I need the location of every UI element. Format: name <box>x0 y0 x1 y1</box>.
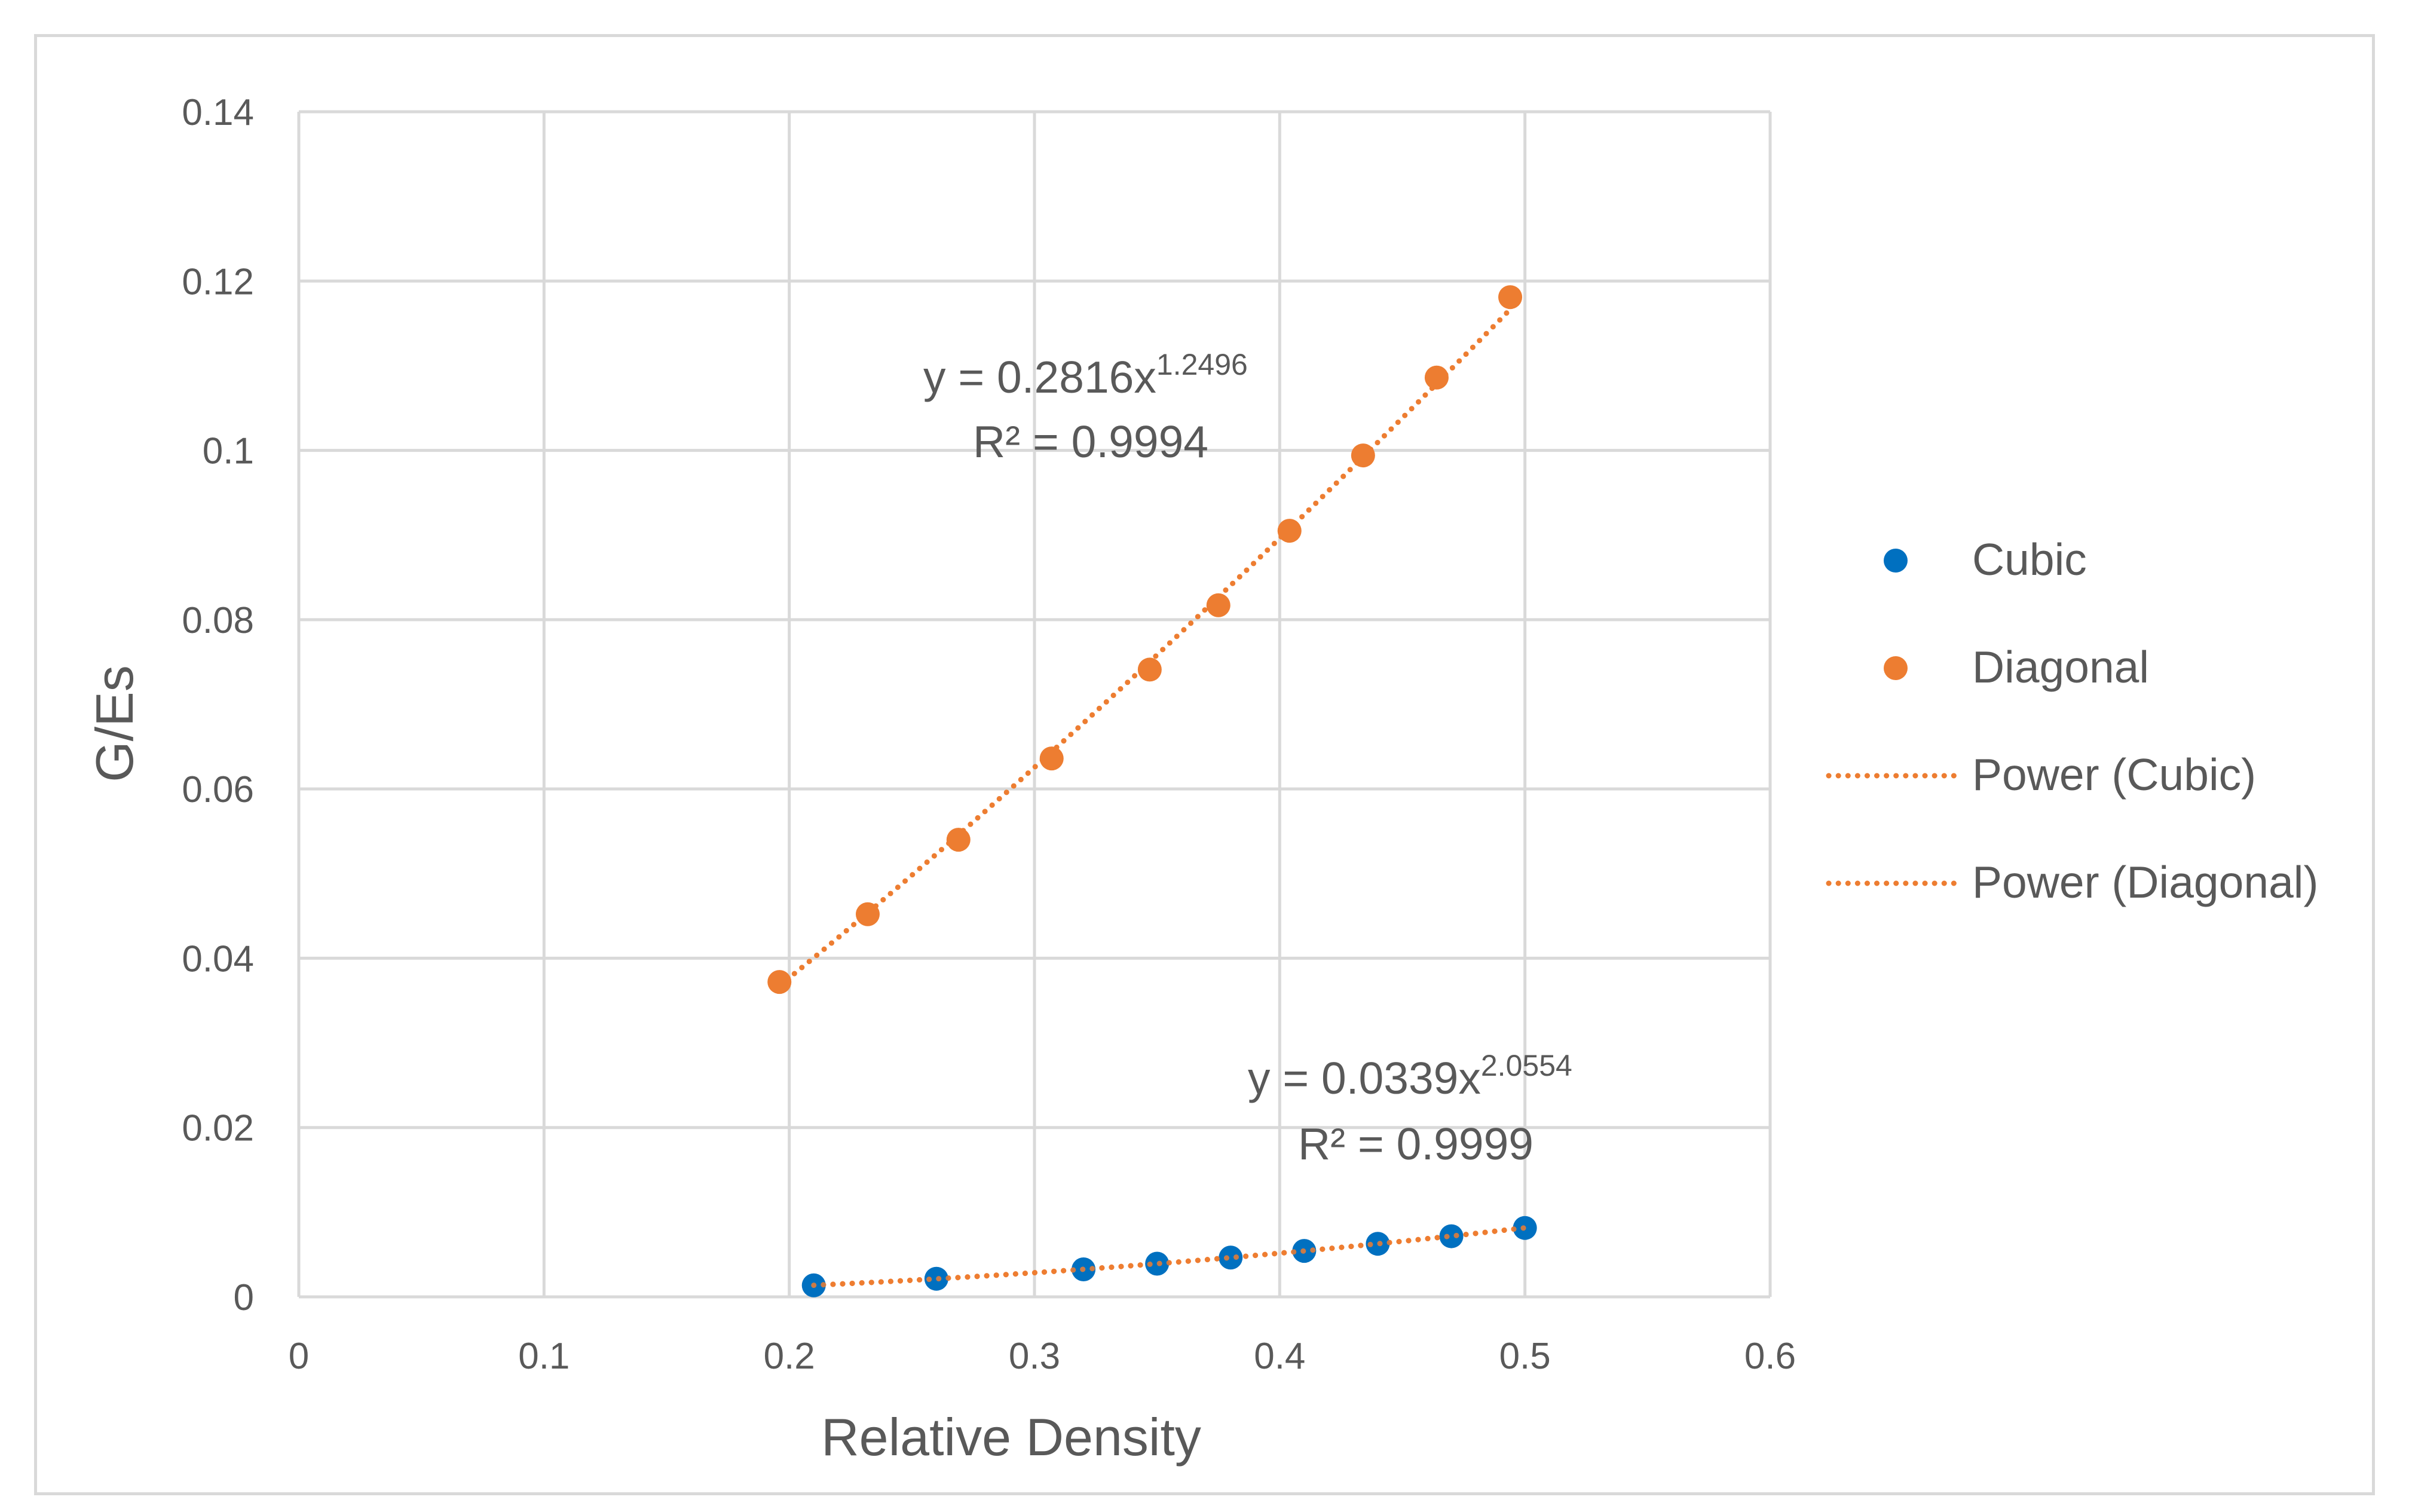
point-diagonal <box>767 970 792 994</box>
point-diagonal <box>1206 593 1230 617</box>
legend-marker-diagonal <box>1884 656 1908 680</box>
point-cubic <box>1439 1224 1464 1248</box>
point-diagonal <box>1351 443 1375 468</box>
x-tick-label: 0 <box>289 1336 309 1377</box>
x-tick-label: 0.5 <box>1499 1336 1551 1377</box>
trendline-power-cubic <box>811 1225 1528 1288</box>
cubic-r-squared: R² = 0.9999 <box>1298 1119 1533 1169</box>
point-diagonal <box>855 902 880 926</box>
legend-marker-cubic <box>1884 549 1908 573</box>
x-tick-label: 0.1 <box>518 1336 570 1377</box>
legend-item-cubic: Cubic <box>1884 534 2087 584</box>
x-tick-label: 0.4 <box>1254 1336 1305 1377</box>
legend: Cubic Diagonal Power (Cubic) Power (Diag… <box>1826 534 2318 907</box>
data-points <box>767 285 1537 1297</box>
y-tick-label: 0.1 <box>203 431 254 472</box>
y-tick-label: 0 <box>234 1277 254 1318</box>
diagonal-r-squared: R² = 0.9994 <box>973 417 1208 467</box>
chart-frame <box>34 34 2375 1495</box>
y-tick-label: 0.04 <box>182 938 254 980</box>
cubic-equation-label: y = 0.0339x2.0554 R² = 0.9999 <box>1248 1049 1572 1169</box>
trendline-power-cubic-overlay <box>811 1225 1528 1288</box>
y-tick-label: 0.14 <box>182 92 254 133</box>
y-tick-label: 0.06 <box>182 769 254 810</box>
tick-labels: 0 0.1 0.2 0.3 0.4 0.5 0.6 0 0.02 0.04 0.06 0.08 0.1 0… <box>182 92 1796 1377</box>
legend-label-diagonal: Diagonal <box>1972 642 2149 692</box>
diagonal-equation-label: y = 0.2816x1.2496 R² = 0.9994 <box>923 348 1248 467</box>
legend-label-power-diagonal: Power (Diagonal) <box>1972 857 2318 907</box>
legend-label-cubic: Cubic <box>1972 534 2087 584</box>
point-diagonal <box>1424 365 1449 390</box>
legend-label-power-cubic: Power (Cubic) <box>1972 749 2256 800</box>
y-tick-label: 0.12 <box>182 261 254 302</box>
diagonal-equation: y = 0.2816x1.2496 <box>923 348 1248 402</box>
point-cubic <box>1219 1245 1243 1270</box>
y-tick-label: 0.08 <box>182 600 254 641</box>
x-tick-label: 0.2 <box>764 1336 815 1377</box>
y-tick-label: 0.02 <box>182 1108 254 1149</box>
legend-item-power-cubic: Power (Cubic) <box>1826 749 2256 800</box>
x-tick-label: 0.6 <box>1744 1336 1796 1377</box>
x-tick-label: 0.3 <box>1009 1336 1060 1377</box>
point-diagonal <box>1498 285 1523 310</box>
y-axis-title: G/Es <box>85 665 144 782</box>
x-axis-title: Relative Density <box>821 1407 1201 1467</box>
point-diagonal <box>1277 519 1302 543</box>
trendline-power-diagonal <box>776 307 1513 988</box>
point-diagonal <box>1039 746 1064 771</box>
point-diagonal <box>946 828 971 852</box>
legend-item-diagonal: Diagonal <box>1884 642 2149 692</box>
cubic-equation: y = 0.0339x2.0554 <box>1248 1049 1572 1103</box>
gridlines <box>297 110 1772 1299</box>
legend-item-power-diagonal: Power (Diagonal) <box>1826 857 2318 907</box>
point-diagonal <box>1137 657 1162 682</box>
